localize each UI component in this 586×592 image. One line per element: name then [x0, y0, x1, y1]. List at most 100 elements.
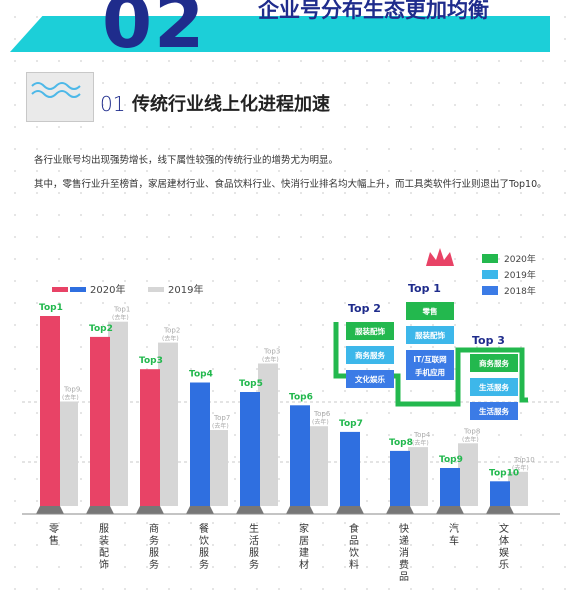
bar-2019-label: Top10 [513, 456, 535, 464]
bar-2019-label: Top3 [263, 348, 280, 356]
bar-2020 [90, 336, 110, 506]
podium-item-label: 商务服务 [479, 358, 509, 368]
podium-item-box [406, 350, 454, 380]
section-number: 01 [100, 92, 126, 116]
bar-2020 [40, 316, 60, 506]
podium-item-label: 生活服务 [479, 406, 509, 416]
category-label: 务 [249, 558, 259, 571]
bar-2020 [140, 369, 160, 506]
podium-item-label: 生活服务 [479, 382, 509, 392]
category-label: 饮 [349, 546, 359, 559]
podium-item-label: 服装配饰 [355, 326, 385, 336]
bar-shadow [186, 506, 214, 514]
bar-2020 [440, 468, 460, 506]
category-label: 居 [299, 535, 309, 547]
bar-2019-sublabel: (去年) [62, 394, 79, 402]
bar-shadow [436, 506, 464, 514]
podium-item-label: 服装配饰 [415, 330, 445, 340]
bar-2019-sublabel: (去年) [112, 314, 129, 322]
bar-2020-label: Top9 [439, 455, 463, 465]
crown-icon [426, 248, 454, 266]
category-label: 饮 [199, 534, 209, 547]
bar-2020-label: Top10 [489, 468, 519, 478]
category-label: 费 [399, 558, 409, 571]
bar-2020 [290, 405, 310, 506]
bar-2019 [458, 443, 478, 506]
bar-shadow [236, 506, 264, 514]
header-headline: 企业号分布生态更加均衡 [258, 0, 489, 22]
bar-2019 [258, 363, 278, 506]
bar-shadow [286, 506, 314, 514]
podium-item-box [406, 302, 454, 320]
header-accent-bar [10, 16, 550, 52]
bar-2019 [408, 447, 428, 506]
bar-2019-label: Top8 [463, 427, 480, 435]
podium-item-label: 手机应用 [415, 367, 445, 377]
category-label: 服 [249, 547, 259, 559]
bar-shadow [386, 506, 414, 514]
category-label: 材 [299, 558, 309, 571]
bar-2019 [208, 430, 228, 506]
podium-item-box [346, 322, 394, 340]
podium-item-box [346, 346, 394, 364]
category-label: 汽 [449, 522, 459, 535]
bar-2019-label: Top4 [413, 431, 431, 439]
category-label: 家 [299, 522, 309, 535]
podium-item-label: IT/互联网 [413, 354, 447, 364]
bar-2020-label: Top8 [389, 438, 413, 448]
bar-2020-label: Top4 [189, 370, 213, 380]
bar-2020 [190, 382, 210, 506]
podium-rank: Top 3 [472, 334, 505, 347]
category-label: 娱 [499, 546, 509, 559]
category-label: 装 [99, 534, 109, 547]
bar-shadow [486, 506, 514, 514]
category-label: 售 [49, 534, 59, 547]
bar-2020 [240, 392, 260, 506]
podium-legend-label: 2020年 [504, 253, 536, 265]
bar-shadow [336, 506, 364, 514]
bar-2020-label: Top6 [289, 392, 313, 402]
podium-item-box [406, 326, 454, 344]
category-label: 食 [349, 522, 359, 535]
bar-2020-label: Top2 [89, 324, 113, 334]
legend-swatch-red [52, 287, 68, 292]
podium-item-label: 零售 [422, 306, 438, 316]
legend-label-2020: 2020年 [90, 283, 125, 296]
podium-item-label: 文化娱乐 [355, 374, 385, 384]
category-label: 服 [149, 547, 159, 559]
category-label: 快 [399, 523, 409, 535]
bar-2020-label: Top3 [139, 356, 163, 366]
bar-shadow [86, 506, 114, 514]
bar-2020-label: Top5 [239, 379, 263, 389]
category-label: 活 [249, 535, 259, 547]
podium-legend-swatch [482, 254, 498, 263]
category-label: 零 [49, 523, 59, 535]
podium-legend-label: 2018年 [504, 285, 536, 297]
bar-2019 [508, 471, 528, 506]
bar-2019 [158, 342, 178, 506]
bar-2019 [308, 426, 328, 506]
legend-label-2019: 2019年 [168, 283, 203, 296]
bar-2019-sublabel: (去年) [412, 439, 429, 447]
wave-icon [31, 82, 81, 98]
podium-item-box [470, 354, 518, 372]
category-label: 品 [349, 535, 359, 547]
category-label: 服 [99, 523, 109, 535]
category-label: 务 [149, 558, 159, 571]
bar-shadow [36, 506, 64, 514]
bar-2020 [340, 431, 360, 506]
bar-2019-label: Top9 [63, 386, 80, 394]
category-label: 料 [349, 558, 359, 571]
category-label: 务 [149, 534, 159, 547]
bar-chart: 2020年 2019年Top9(去年)Top1零售Top1(去年)Top2服装配饰… [22, 248, 560, 583]
paragraph-2: 其中，零售行业升至榜首，家居建材行业、食品饮料行业、快消行业排名均大幅上升，而工… [34, 179, 547, 190]
podium-rank: Top 1 [408, 282, 441, 295]
category-label: 建 [299, 546, 309, 559]
category-label: 体 [499, 535, 509, 547]
category-label: 餐 [199, 522, 209, 535]
category-label: 车 [449, 534, 459, 547]
legend-swatch-blue [70, 287, 86, 292]
paragraph-1: 各行业账号均出现强势增长，线下属性较强的传统行业的增势尤为明显。 [34, 155, 339, 166]
bar-2020 [390, 450, 410, 506]
